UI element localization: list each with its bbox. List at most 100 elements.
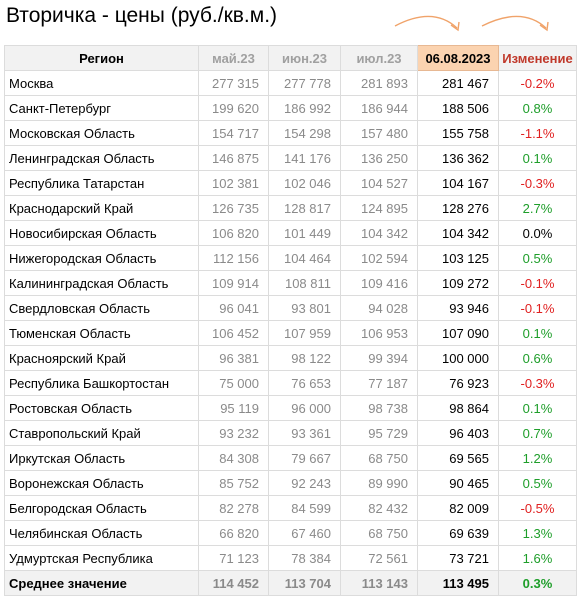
cell-region: Нижегородская Область (4, 245, 199, 271)
table-row: Ленинградская Область 146 875 141 176 136 2… (4, 145, 577, 171)
cell-region: Новосибирская Область (4, 220, 199, 246)
cell-change: 0.1% (498, 320, 577, 346)
curved-arrow-icon (481, 15, 547, 29)
cell-may: 75 000 (198, 370, 269, 396)
cell-region: Белгородская Область (4, 495, 199, 521)
cell-jul: 99 394 (340, 345, 418, 371)
curved-arrow-icon (394, 15, 458, 29)
cell-jul: 68 750 (340, 445, 418, 471)
cell-jul: 113 143 (340, 570, 418, 596)
cell-jun: 78 384 (268, 545, 341, 571)
cell-may: 126 735 (198, 195, 269, 221)
cell-may: 146 875 (198, 145, 269, 171)
table-row: Удмуртская Республика 71 123 78 384 72 561 7… (4, 545, 577, 571)
cell-jun: 141 176 (268, 145, 341, 171)
cell-jul: 68 750 (340, 520, 418, 546)
cell-current: 281 467 (417, 70, 499, 96)
cell-jul: 109 416 (340, 270, 418, 296)
cell-change: 1.3% (498, 520, 577, 546)
table-row: Белгородская Область 82 278 84 599 82 432 82… (4, 495, 577, 521)
cell-jul: 104 342 (340, 220, 418, 246)
cell-jul: 89 990 (340, 470, 418, 496)
header-jun: июн.23 (268, 45, 341, 71)
cell-region: Тюменская Область (4, 320, 199, 346)
cell-change: 0.7% (498, 420, 577, 446)
cell-current: 103 125 (417, 245, 499, 271)
header-current-date: 06.08.2023 (417, 45, 499, 71)
cell-jun: 128 817 (268, 195, 341, 221)
cell-jul: 106 953 (340, 320, 418, 346)
cell-jun: 107 959 (268, 320, 341, 346)
table-row: Республика Башкортостан 75 000 76 653 77 18… (4, 370, 577, 396)
cell-current: 113 495 (417, 570, 499, 596)
cell-change: 0.6% (498, 345, 577, 371)
cell-jun: 84 599 (268, 495, 341, 521)
cell-region: Среднее значение (4, 570, 199, 596)
cell-may: 85 752 (198, 470, 269, 496)
cell-region: Санкт-Петербург (4, 95, 199, 121)
average-row: Среднее значение 114 452 113 704 113 143 113… (4, 570, 577, 596)
cell-current: 73 721 (417, 545, 499, 571)
table-row: Ставропольский Край 93 232 93 361 95 729 96 … (4, 420, 577, 446)
cell-current: 90 465 (417, 470, 499, 496)
cell-change: -0.3% (498, 170, 577, 196)
cell-region: Ленинградская Область (4, 145, 199, 171)
cell-jun: 186 992 (268, 95, 341, 121)
cell-region: Удмуртская Республика (4, 545, 199, 571)
cell-change: 0.1% (498, 395, 577, 421)
price-table: Регион май.23 июн.23 июл.23 06.08.2023 И… (4, 45, 577, 596)
cell-current: 82 009 (417, 495, 499, 521)
cell-current: 96 403 (417, 420, 499, 446)
cell-region: Республика Татарстан (4, 170, 199, 196)
cell-change: 1.6% (498, 545, 577, 571)
cell-region: Республика Башкортостан (4, 370, 199, 396)
cell-current: 76 923 (417, 370, 499, 396)
cell-region: Московская Область (4, 120, 199, 146)
cell-region: Челябинская Область (4, 520, 199, 546)
cell-jun: 92 243 (268, 470, 341, 496)
cell-jul: 98 738 (340, 395, 418, 421)
header-region: Регион (4, 45, 199, 71)
cell-may: 66 820 (198, 520, 269, 546)
cell-region: Ростовская Область (4, 395, 199, 421)
table-row: Ростовская Область 95 119 96 000 98 738 98 8… (4, 395, 577, 421)
table-row: Новосибирская Область 106 820 101 449 104 3… (4, 220, 577, 246)
cell-current: 69 565 (417, 445, 499, 471)
arrow-decorations (394, 15, 549, 32)
cell-current: 155 758 (417, 120, 499, 146)
table-row: Республика Татарстан 102 381 102 046 104 52… (4, 170, 577, 196)
cell-region: Москва (4, 70, 199, 96)
table-row: Нижегородская Область 112 156 104 464 102 5… (4, 245, 577, 271)
cell-may: 199 620 (198, 95, 269, 121)
cell-jun: 113 704 (268, 570, 341, 596)
cell-may: 106 820 (198, 220, 269, 246)
table-body: Москва 277 315 277 778 281 893 281 467 -0.2% С… (4, 70, 577, 596)
cell-change: 1.2% (498, 445, 577, 471)
cell-may: 154 717 (198, 120, 269, 146)
table-row: Челябинская Область 66 820 67 460 68 750 69 … (4, 520, 577, 546)
table-row: Тюменская Область 106 452 107 959 106 953 10… (4, 320, 577, 346)
cell-change: -0.5% (498, 495, 577, 521)
cell-change: 0.3% (498, 570, 577, 596)
cell-jun: 277 778 (268, 70, 341, 96)
cell-current: 100 000 (417, 345, 499, 371)
cell-region: Свердловская Область (4, 295, 199, 321)
cell-change: -0.3% (498, 370, 577, 396)
cell-jun: 76 653 (268, 370, 341, 396)
cell-may: 277 315 (198, 70, 269, 96)
cell-change: -1.1% (498, 120, 577, 146)
cell-change: 0.1% (498, 145, 577, 171)
cell-current: 128 276 (417, 195, 499, 221)
page-title: Вторичка - цены (руб./кв.м.) (6, 4, 278, 27)
cell-region: Краснодарский Край (4, 195, 199, 221)
cell-jun: 154 298 (268, 120, 341, 146)
table-row: Иркутская Область 84 308 79 667 68 750 69 56… (4, 445, 577, 471)
cell-may: 96 041 (198, 295, 269, 321)
cell-jun: 96 000 (268, 395, 341, 421)
cell-may: 114 452 (198, 570, 269, 596)
cell-current: 188 506 (417, 95, 499, 121)
cell-current: 93 946 (417, 295, 499, 321)
cell-may: 71 123 (198, 545, 269, 571)
cell-change: -0.1% (498, 295, 577, 321)
cell-jul: 157 480 (340, 120, 418, 146)
